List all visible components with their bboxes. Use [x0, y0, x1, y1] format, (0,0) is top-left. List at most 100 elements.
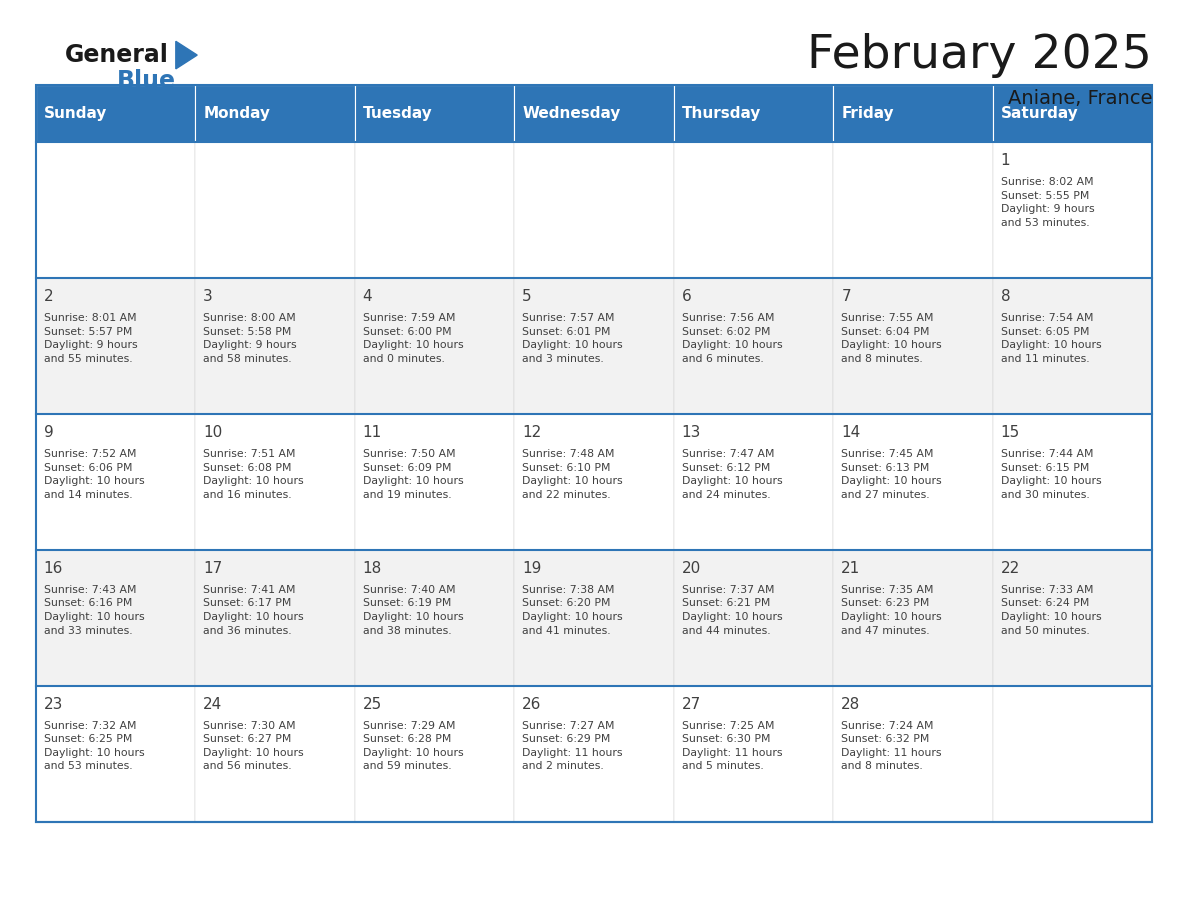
Bar — [514, 278, 674, 414]
Text: Monday: Monday — [203, 106, 270, 121]
Text: Wednesday: Wednesday — [523, 106, 620, 121]
Text: Sunday: Sunday — [44, 106, 107, 121]
Bar — [674, 414, 833, 550]
Bar — [36, 85, 195, 142]
Bar — [195, 550, 355, 686]
Bar — [674, 278, 833, 414]
Bar — [833, 142, 993, 278]
Bar — [355, 686, 514, 822]
Bar — [993, 85, 1152, 142]
Text: Sunrise: 7:48 AM
Sunset: 6:10 PM
Daylight: 10 hours
and 22 minutes.: Sunrise: 7:48 AM Sunset: 6:10 PM Dayligh… — [523, 449, 623, 499]
Text: Sunrise: 7:33 AM
Sunset: 6:24 PM
Daylight: 10 hours
and 50 minutes.: Sunrise: 7:33 AM Sunset: 6:24 PM Dayligh… — [1000, 585, 1101, 635]
Text: 2: 2 — [44, 289, 53, 304]
Bar — [195, 142, 355, 278]
Bar — [195, 414, 355, 550]
Bar — [195, 686, 355, 822]
Bar — [674, 550, 833, 686]
Bar — [993, 686, 1152, 822]
Text: Sunrise: 7:32 AM
Sunset: 6:25 PM
Daylight: 10 hours
and 53 minutes.: Sunrise: 7:32 AM Sunset: 6:25 PM Dayligh… — [44, 721, 144, 771]
Text: Sunrise: 7:56 AM
Sunset: 6:02 PM
Daylight: 10 hours
and 6 minutes.: Sunrise: 7:56 AM Sunset: 6:02 PM Dayligh… — [682, 313, 783, 364]
Text: 27: 27 — [682, 697, 701, 711]
Bar — [514, 686, 674, 822]
Text: 7: 7 — [841, 289, 851, 304]
Text: 25: 25 — [362, 697, 381, 711]
Text: 11: 11 — [362, 425, 381, 440]
Bar — [355, 278, 514, 414]
Bar — [514, 414, 674, 550]
Bar — [674, 85, 833, 142]
Text: 26: 26 — [523, 697, 542, 711]
Text: 18: 18 — [362, 561, 381, 576]
Text: General: General — [65, 43, 169, 67]
Bar — [36, 550, 195, 686]
Text: 13: 13 — [682, 425, 701, 440]
Bar — [355, 550, 514, 686]
Text: 28: 28 — [841, 697, 860, 711]
Bar — [993, 550, 1152, 686]
Text: Thursday: Thursday — [682, 106, 762, 121]
Text: 21: 21 — [841, 561, 860, 576]
Text: Blue: Blue — [116, 69, 176, 93]
Bar — [355, 142, 514, 278]
Bar — [993, 142, 1152, 278]
Text: 12: 12 — [523, 425, 542, 440]
Text: 3: 3 — [203, 289, 213, 304]
Text: 19: 19 — [523, 561, 542, 576]
Text: Sunrise: 7:51 AM
Sunset: 6:08 PM
Daylight: 10 hours
and 16 minutes.: Sunrise: 7:51 AM Sunset: 6:08 PM Dayligh… — [203, 449, 304, 499]
Text: Sunrise: 7:59 AM
Sunset: 6:00 PM
Daylight: 10 hours
and 0 minutes.: Sunrise: 7:59 AM Sunset: 6:00 PM Dayligh… — [362, 313, 463, 364]
Text: 6: 6 — [682, 289, 691, 304]
Text: Sunrise: 8:01 AM
Sunset: 5:57 PM
Daylight: 9 hours
and 55 minutes.: Sunrise: 8:01 AM Sunset: 5:57 PM Dayligh… — [44, 313, 138, 364]
Bar — [514, 142, 674, 278]
Text: Sunrise: 7:27 AM
Sunset: 6:29 PM
Daylight: 11 hours
and 2 minutes.: Sunrise: 7:27 AM Sunset: 6:29 PM Dayligh… — [523, 721, 623, 771]
Text: Sunrise: 7:44 AM
Sunset: 6:15 PM
Daylight: 10 hours
and 30 minutes.: Sunrise: 7:44 AM Sunset: 6:15 PM Dayligh… — [1000, 449, 1101, 499]
Text: Sunrise: 7:40 AM
Sunset: 6:19 PM
Daylight: 10 hours
and 38 minutes.: Sunrise: 7:40 AM Sunset: 6:19 PM Dayligh… — [362, 585, 463, 635]
Text: 15: 15 — [1000, 425, 1020, 440]
Polygon shape — [176, 41, 197, 69]
Bar — [36, 686, 195, 822]
Text: 1: 1 — [1000, 153, 1011, 168]
Text: February 2025: February 2025 — [808, 32, 1152, 78]
Bar — [355, 85, 514, 142]
Text: Sunrise: 7:24 AM
Sunset: 6:32 PM
Daylight: 11 hours
and 8 minutes.: Sunrise: 7:24 AM Sunset: 6:32 PM Dayligh… — [841, 721, 942, 771]
Text: Sunrise: 7:47 AM
Sunset: 6:12 PM
Daylight: 10 hours
and 24 minutes.: Sunrise: 7:47 AM Sunset: 6:12 PM Dayligh… — [682, 449, 783, 499]
Text: Sunrise: 7:54 AM
Sunset: 6:05 PM
Daylight: 10 hours
and 11 minutes.: Sunrise: 7:54 AM Sunset: 6:05 PM Dayligh… — [1000, 313, 1101, 364]
Text: 5: 5 — [523, 289, 532, 304]
Text: Sunrise: 7:55 AM
Sunset: 6:04 PM
Daylight: 10 hours
and 8 minutes.: Sunrise: 7:55 AM Sunset: 6:04 PM Dayligh… — [841, 313, 942, 364]
Text: Tuesday: Tuesday — [362, 106, 432, 121]
Text: Sunrise: 7:52 AM
Sunset: 6:06 PM
Daylight: 10 hours
and 14 minutes.: Sunrise: 7:52 AM Sunset: 6:06 PM Dayligh… — [44, 449, 144, 499]
Bar — [36, 85, 1152, 822]
Text: 8: 8 — [1000, 289, 1011, 304]
Bar — [195, 278, 355, 414]
Text: Sunrise: 7:43 AM
Sunset: 6:16 PM
Daylight: 10 hours
and 33 minutes.: Sunrise: 7:43 AM Sunset: 6:16 PM Dayligh… — [44, 585, 144, 635]
Text: Sunrise: 7:41 AM
Sunset: 6:17 PM
Daylight: 10 hours
and 36 minutes.: Sunrise: 7:41 AM Sunset: 6:17 PM Dayligh… — [203, 585, 304, 635]
Text: 17: 17 — [203, 561, 222, 576]
Text: 23: 23 — [44, 697, 63, 711]
Bar — [833, 278, 993, 414]
Text: Sunrise: 7:29 AM
Sunset: 6:28 PM
Daylight: 10 hours
and 59 minutes.: Sunrise: 7:29 AM Sunset: 6:28 PM Dayligh… — [362, 721, 463, 771]
Text: Sunrise: 7:50 AM
Sunset: 6:09 PM
Daylight: 10 hours
and 19 minutes.: Sunrise: 7:50 AM Sunset: 6:09 PM Dayligh… — [362, 449, 463, 499]
Text: 16: 16 — [44, 561, 63, 576]
Text: Friday: Friday — [841, 106, 893, 121]
Text: Sunrise: 7:37 AM
Sunset: 6:21 PM
Daylight: 10 hours
and 44 minutes.: Sunrise: 7:37 AM Sunset: 6:21 PM Dayligh… — [682, 585, 783, 635]
Bar — [36, 142, 195, 278]
Text: 14: 14 — [841, 425, 860, 440]
Bar — [195, 85, 355, 142]
Bar — [674, 686, 833, 822]
Text: 22: 22 — [1000, 561, 1020, 576]
Bar — [674, 142, 833, 278]
Text: Sunrise: 7:35 AM
Sunset: 6:23 PM
Daylight: 10 hours
and 47 minutes.: Sunrise: 7:35 AM Sunset: 6:23 PM Dayligh… — [841, 585, 942, 635]
Text: 4: 4 — [362, 289, 372, 304]
Bar — [993, 278, 1152, 414]
Bar — [36, 278, 195, 414]
Bar — [833, 550, 993, 686]
Text: 20: 20 — [682, 561, 701, 576]
Text: 24: 24 — [203, 697, 222, 711]
Bar — [993, 414, 1152, 550]
Text: Sunrise: 7:30 AM
Sunset: 6:27 PM
Daylight: 10 hours
and 56 minutes.: Sunrise: 7:30 AM Sunset: 6:27 PM Dayligh… — [203, 721, 304, 771]
Bar — [36, 414, 195, 550]
Text: Sunrise: 7:45 AM
Sunset: 6:13 PM
Daylight: 10 hours
and 27 minutes.: Sunrise: 7:45 AM Sunset: 6:13 PM Dayligh… — [841, 449, 942, 499]
Text: 9: 9 — [44, 425, 53, 440]
Text: Sunrise: 8:00 AM
Sunset: 5:58 PM
Daylight: 9 hours
and 58 minutes.: Sunrise: 8:00 AM Sunset: 5:58 PM Dayligh… — [203, 313, 297, 364]
Text: Sunrise: 7:57 AM
Sunset: 6:01 PM
Daylight: 10 hours
and 3 minutes.: Sunrise: 7:57 AM Sunset: 6:01 PM Dayligh… — [523, 313, 623, 364]
Bar — [514, 550, 674, 686]
